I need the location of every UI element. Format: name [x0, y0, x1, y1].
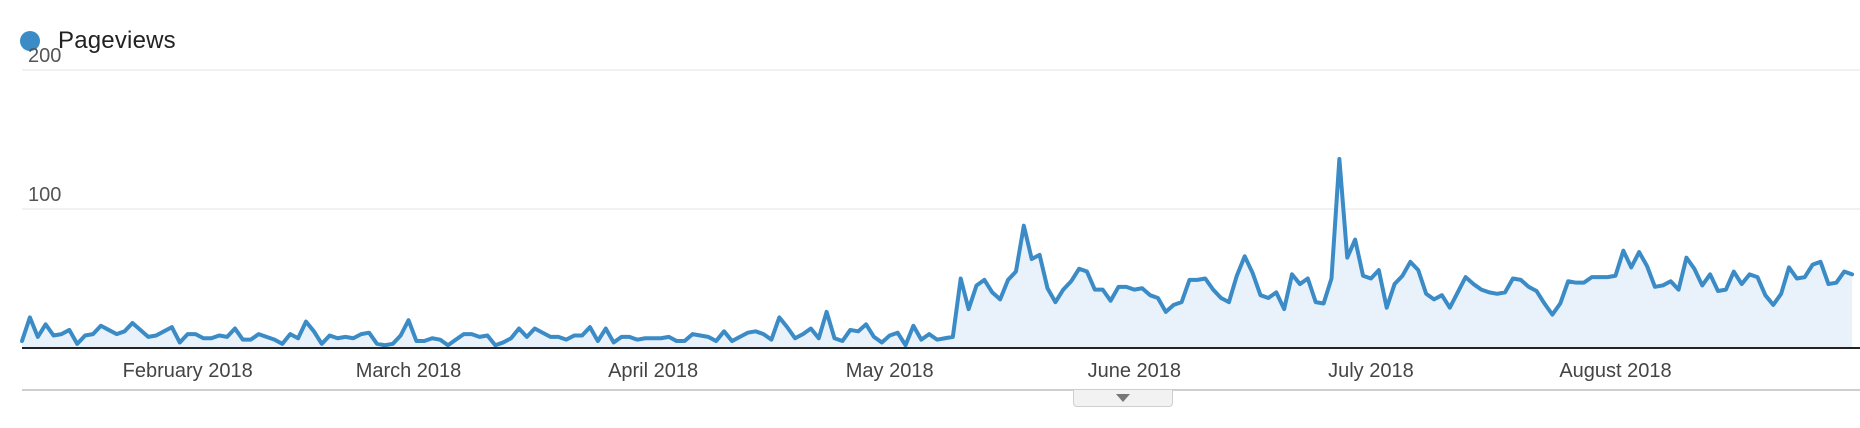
x-tick-label: May 2018	[846, 360, 934, 382]
series-area-pageviews	[22, 158, 1853, 348]
triangle-down-icon	[1116, 394, 1130, 402]
x-tick-label: August 2018	[1559, 360, 1671, 382]
x-tick-label: February 2018	[123, 360, 253, 382]
x-tick-label: April 2018	[608, 360, 698, 382]
legend-label: Pageviews	[58, 27, 176, 54]
x-tick-label: July 2018	[1328, 360, 1414, 382]
x-tick-label: June 2018	[1088, 360, 1181, 382]
chart-expand-toggle[interactable]	[1073, 390, 1173, 407]
chart-legend: Pageviews	[20, 27, 176, 55]
y-tick-label: 100	[28, 184, 61, 206]
y-tick-label: 200	[28, 45, 61, 67]
legend-swatch-icon	[20, 31, 40, 51]
x-tick-label: March 2018	[356, 360, 462, 382]
series-line-pageviews	[20, 156, 1855, 348]
